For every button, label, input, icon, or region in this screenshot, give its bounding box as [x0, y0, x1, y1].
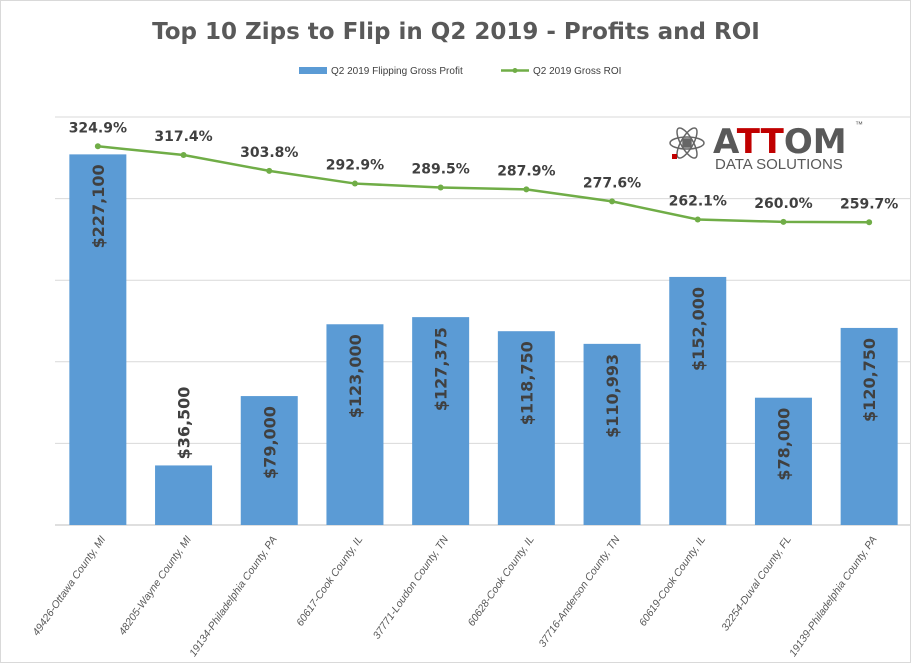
- bar: [69, 154, 127, 525]
- attom-logo: ATTOM ™ DATA SOLUTIONS: [669, 120, 863, 173]
- roi-data-label: 287.9%: [497, 163, 555, 179]
- roi-point: [523, 186, 530, 193]
- roi-line: [97, 145, 870, 224]
- roi-point: [780, 218, 787, 225]
- x-tick-label: 19134-Philadelphia County, PA: [187, 534, 280, 659]
- logo-subtitle: DATA SOLUTIONS: [715, 156, 843, 173]
- roi-data-label: 259.7%: [840, 196, 898, 212]
- logo-text: ATTOM: [713, 122, 847, 162]
- bar-data-label: $118,750: [517, 341, 536, 425]
- roi-data-label: 292.9%: [326, 158, 384, 174]
- roi-point: [180, 152, 187, 159]
- bar-data-label: $36,500: [175, 387, 194, 460]
- legend-label-profit: Q2 2019 Flipping Gross Profit: [331, 66, 463, 77]
- roi-point: [351, 180, 358, 187]
- legend: Q2 2019 Flipping Gross Profit Q2 2019 Gr…: [299, 66, 621, 77]
- roi-point: [94, 143, 101, 150]
- bar-data-label: $127,375: [432, 327, 451, 411]
- bar: [497, 331, 555, 525]
- x-tick-label: 60628-Cook County, IL: [465, 534, 536, 629]
- roi-point: [266, 167, 273, 174]
- roi-data-label: 289.5%: [411, 162, 469, 178]
- chart-title: Top 10 Zips to Flip in Q2 2019 - Profits…: [152, 19, 760, 45]
- bar-data-label: $78,000: [774, 408, 793, 481]
- x-tick-label: 60617-Cook County, IL: [294, 534, 365, 629]
- bar: [669, 276, 727, 525]
- x-tick-label: 32254-Duval County, FL: [719, 534, 794, 634]
- roi-point: [866, 219, 873, 226]
- bar: [754, 397, 812, 525]
- bar-data-label: $79,000: [260, 406, 279, 479]
- bar-data-label: $227,100: [89, 164, 108, 248]
- bar-data-label: $123,000: [346, 334, 365, 418]
- x-tick-label: 49426-Ottawa County, MI: [30, 534, 108, 638]
- bar-data-label: $152,000: [689, 287, 708, 371]
- roi-point: [694, 216, 701, 223]
- bar: [583, 343, 641, 525]
- bar-data-label: $120,750: [860, 338, 879, 422]
- x-tick-label: 19139-Philadelphia County, PA: [787, 534, 880, 659]
- roi-data-label: 260.0%: [754, 196, 812, 212]
- roi-point: [609, 198, 616, 205]
- legend-swatch-bar: [299, 67, 327, 74]
- x-tick-label: 37771-Loudon County, TN: [371, 534, 452, 642]
- legend-marker: [512, 68, 518, 73]
- x-tick-label: 60619-Cook County, IL: [637, 534, 708, 629]
- roi-point: [437, 184, 444, 191]
- x-tick-label: 37716-Anderson County, TN: [536, 534, 622, 650]
- roi-data-label: 317.4%: [154, 129, 212, 145]
- bar: [326, 324, 384, 525]
- roi-data-label: 324.9%: [69, 120, 127, 136]
- bar: [412, 317, 470, 525]
- x-tick-label: 48205-Wayne County, MI: [116, 534, 194, 638]
- legend-label-roi: Q2 2019 Gross ROI: [533, 66, 621, 77]
- roi-data-label: 262.1%: [669, 193, 727, 209]
- roi-data-label: 303.8%: [240, 145, 298, 161]
- atom-icon: [669, 127, 705, 159]
- roi-data-label: 277.6%: [583, 175, 641, 191]
- bar: [155, 465, 213, 525]
- logo-tm: ™: [855, 120, 863, 129]
- bar-data-label: $110,993: [603, 354, 622, 438]
- bar: [840, 327, 898, 525]
- bar: [240, 396, 298, 525]
